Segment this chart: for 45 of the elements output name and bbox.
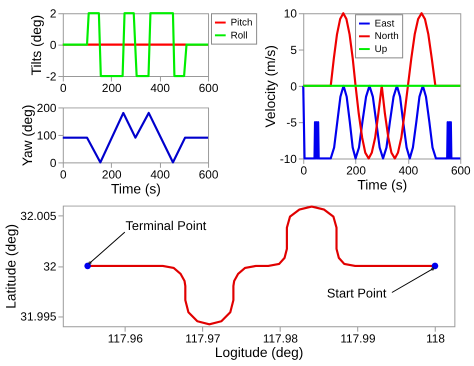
y-axis-title: Tilts (deg) (29, 14, 44, 76)
x-tick-label: 117.98 (262, 332, 298, 346)
y-tick-label: 32 (43, 260, 56, 274)
x-tick-label: 0 (60, 82, 68, 96)
x-tick-label: 117.97 (185, 332, 220, 346)
legend-label: Up (374, 44, 388, 55)
legend-label: Pitch (230, 18, 252, 28)
x-tick-label: 600 (198, 168, 219, 182)
x-tick-label: 200 (102, 168, 122, 182)
y-tick-label: 10 (284, 8, 298, 21)
x-tick-label: 600 (450, 164, 472, 178)
legend-label: Roll (230, 30, 248, 42)
x-tick-label: 600 (198, 82, 219, 96)
y-tick-label: -2 (46, 70, 56, 84)
x-tick-label: 117.96 (108, 332, 144, 346)
x-tick-label: 0 (300, 164, 308, 178)
y-tick-label: -5 (286, 116, 298, 130)
x-axis-title: Time (s) (357, 177, 408, 192)
x-tick-label: 0 (60, 168, 68, 182)
y-tick-label: 200 (36, 102, 57, 115)
x-axis-title: Logitude (deg) (214, 345, 304, 360)
legend-label: North (374, 31, 399, 42)
y-tick-label: 32.005 (20, 210, 57, 224)
x-tick-label: 200 (346, 164, 366, 178)
y-tick-label: 0 (50, 39, 57, 52)
x-tick-label: 400 (150, 82, 170, 96)
y-tick-label: 100 (36, 129, 57, 142)
y-axis-title: Latitude (deg) (4, 224, 19, 309)
x-tick-label: 117.99 (340, 332, 376, 346)
x-tick-label: 200 (102, 82, 122, 96)
y-tick-label: 31.995 (20, 310, 57, 324)
x-tick-label: 400 (398, 164, 419, 178)
y-tick-label: -10 (280, 152, 298, 166)
legend-label: East (374, 18, 395, 30)
y-axis-title: Yaw (deg) (20, 104, 35, 166)
y-tick-label: 5 (290, 44, 298, 57)
x-axis-title: Time (s) (111, 181, 161, 196)
x-tick-label: 118 (426, 332, 446, 346)
x-tick-label: 400 (150, 168, 170, 182)
y-axis-title: Velocity (m/s) (262, 45, 278, 128)
y-tick-label: 2 (50, 8, 56, 21)
line-series (302, 84, 462, 160)
annotation: Terminal Point (126, 218, 207, 234)
line-series (302, 12, 462, 160)
annotation: Start Point (326, 286, 387, 301)
